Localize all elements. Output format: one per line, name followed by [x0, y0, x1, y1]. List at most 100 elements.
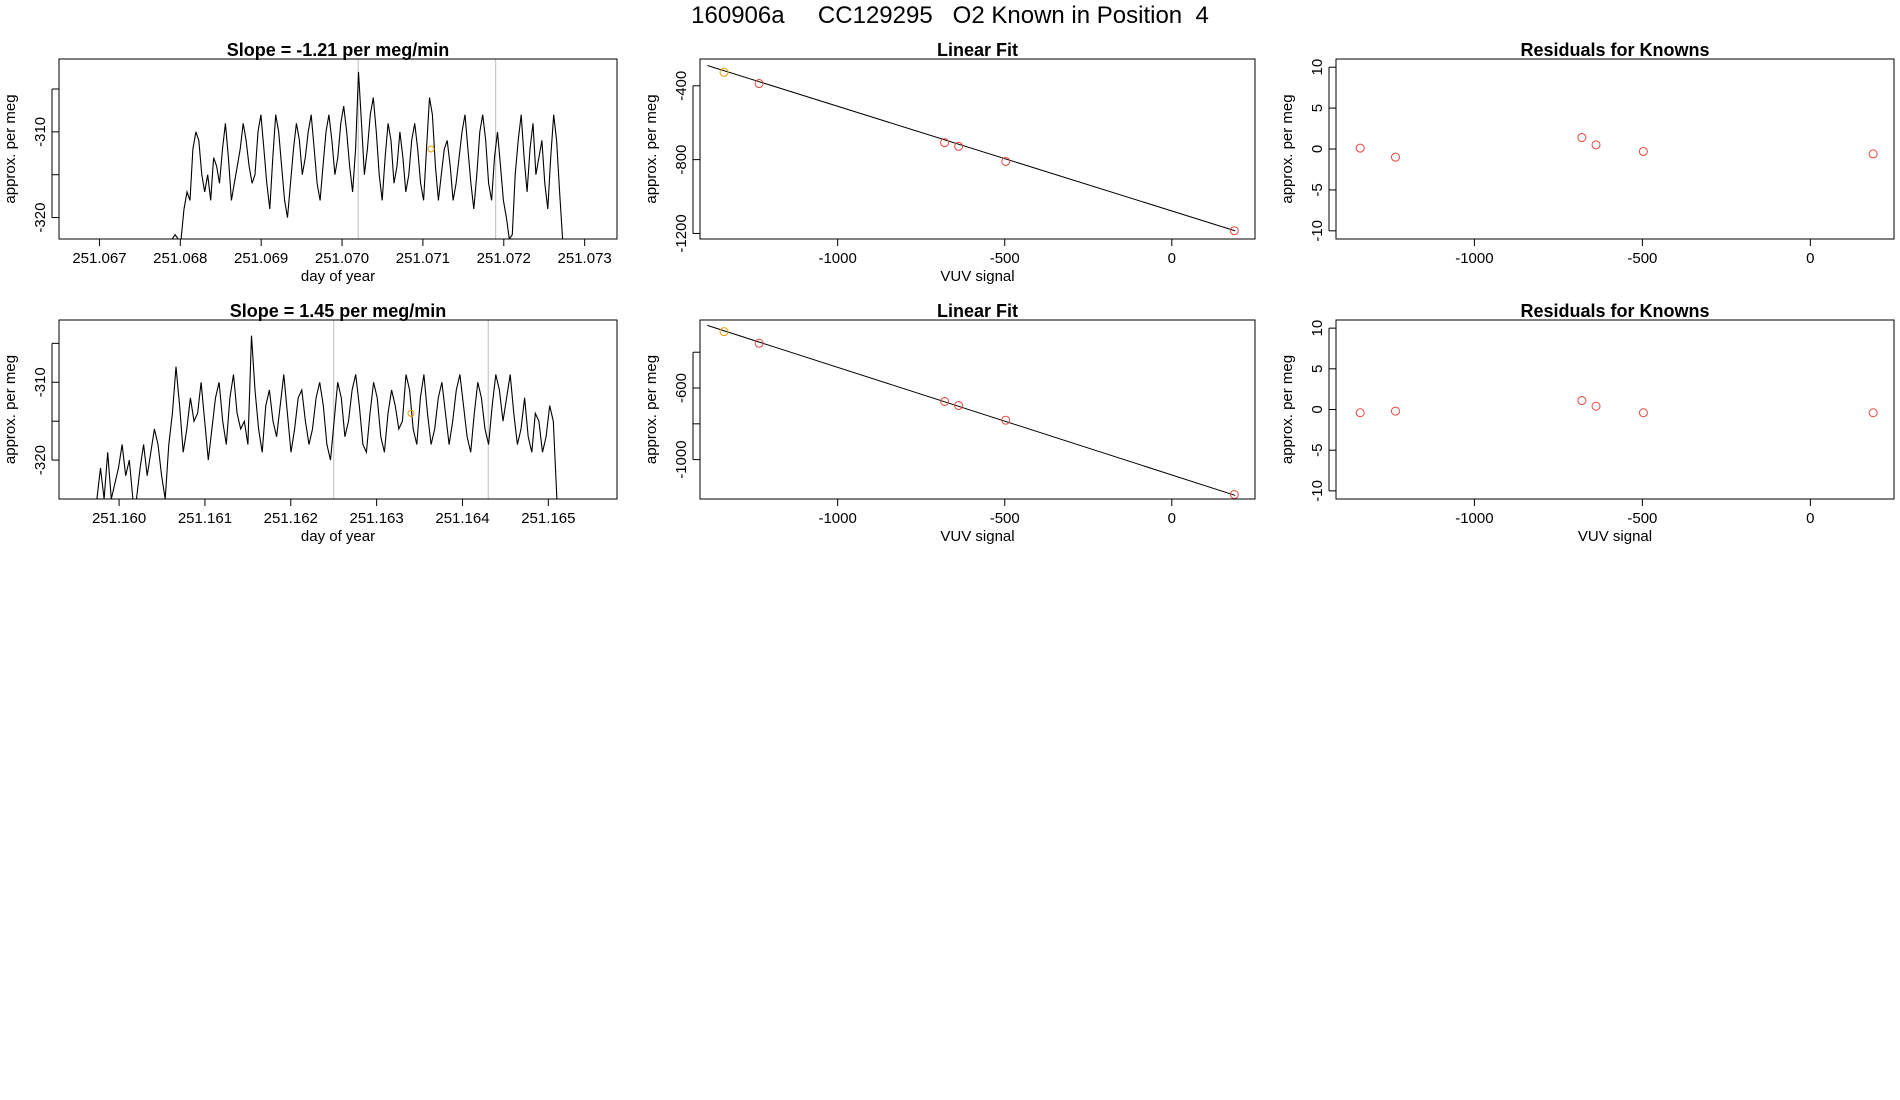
plot-frame	[1335, 319, 1895, 500]
x-tick-label: 251.069	[234, 250, 288, 267]
y-tick-label: -600	[673, 373, 690, 403]
chart-panel-ts2: Slope = 1.45 per meg/min 251.160 251.161 25…	[2, 301, 618, 545]
y-tick-label: -320	[32, 203, 49, 233]
plot-area	[707, 64, 1239, 236]
data-point	[1390, 152, 1400, 162]
x-tick-label: 0	[1806, 510, 1814, 527]
x-tick-label: 251.165	[521, 510, 575, 527]
y-tick-label: -800	[673, 145, 690, 175]
chart-panel-ts1: Slope = -1.21 per meg/min 251.067 251.068 2…	[2, 40, 618, 285]
data-point	[1577, 133, 1587, 143]
chart-panel-res2: Residuals for Knowns -1000 -500 0 VUV signal…	[1279, 301, 1895, 545]
x-axis-label: VUV signal	[940, 268, 1014, 285]
x-axis-label: VUV signal	[1578, 528, 1652, 545]
y-tick-label: 5	[1309, 104, 1326, 112]
data-point	[940, 396, 950, 406]
data-point	[1868, 149, 1878, 159]
plot-area	[93, 320, 558, 499]
y-axis-label: approx. per meg	[643, 355, 660, 464]
data-point	[1355, 143, 1365, 153]
fit-line	[707, 64, 1236, 232]
plot-frame	[58, 319, 618, 500]
x-tick-label: 251.164	[435, 510, 489, 527]
chart-title: Slope = -1.21 per meg/min	[227, 40, 450, 60]
data-point	[1591, 140, 1601, 150]
x-tick-label: -1000	[818, 250, 856, 267]
x-tick-label: 251.067	[72, 250, 126, 267]
data-point	[1577, 396, 1587, 406]
chart-panel-fit2: Linear Fit -1000 -500 0 VUV signal -1000 -600 a…	[643, 301, 1256, 545]
chart-title: Slope = 1.45 per meg/min	[230, 301, 447, 321]
y-tick-label: -400	[673, 71, 690, 101]
y-tick-label: -10	[1309, 220, 1326, 242]
y-tick-label: -1200	[673, 214, 690, 252]
x-tick-label: 251.163	[350, 510, 404, 527]
data-point	[719, 327, 729, 337]
known-marker	[407, 409, 415, 417]
x-tick-label: 251.071	[396, 250, 450, 267]
data-point	[1868, 408, 1878, 418]
x-tick-label: 251.073	[558, 250, 612, 267]
data-point	[754, 338, 764, 348]
x-tick-label: -1000	[1455, 510, 1493, 527]
data-point	[1355, 408, 1365, 418]
y-tick-label: 10	[1309, 320, 1326, 337]
plot-area	[1355, 133, 1878, 162]
y-tick-label: -5	[1309, 183, 1326, 196]
x-tick-label: -1000	[818, 510, 856, 527]
plot-frame	[1335, 58, 1895, 240]
series-line	[93, 335, 558, 499]
data-point	[1001, 415, 1011, 425]
plot-frame	[699, 319, 1256, 500]
y-axis-label: approx. per meg	[2, 355, 19, 464]
known-marker	[427, 145, 435, 153]
plot-area	[171, 59, 569, 239]
plot-area	[707, 324, 1239, 499]
series-line	[171, 71, 569, 239]
x-tick-label: -1000	[1455, 250, 1493, 267]
plot-frame	[58, 58, 618, 240]
y-tick-label: -1000	[673, 440, 690, 478]
x-tick-label: 251.070	[315, 250, 369, 267]
data-point	[954, 141, 964, 151]
x-tick-label: -500	[1627, 250, 1657, 267]
x-tick-label: 251.072	[477, 250, 531, 267]
data-point	[1001, 156, 1011, 166]
y-tick-label: 10	[1309, 59, 1326, 76]
x-tick-label: 251.160	[92, 510, 146, 527]
chart-title: Residuals for Knowns	[1520, 40, 1709, 60]
chart-title: Residuals for Knowns	[1520, 301, 1709, 321]
chart-title: Linear Fit	[937, 301, 1018, 321]
y-tick-label: 5	[1309, 365, 1326, 373]
y-tick-label: -5	[1309, 444, 1326, 457]
y-tick-label: 0	[1309, 405, 1326, 413]
data-point	[1638, 408, 1648, 418]
x-axis-label: day of year	[301, 528, 375, 545]
x-tick-label: -500	[990, 250, 1020, 267]
y-axis-label: approx. per meg	[1279, 355, 1296, 464]
y-axis-label: approx. per meg	[1279, 94, 1296, 203]
x-axis-label: day of year	[301, 268, 375, 285]
x-tick-label: 251.161	[178, 510, 232, 527]
data-point	[1591, 401, 1601, 411]
x-axis-label: VUV signal	[940, 528, 1014, 545]
chart-panel-res1: Residuals for Knowns -1000 -500 0 -10 -5 0 5 10 a…	[1279, 40, 1895, 267]
y-axis-label: approx. per meg	[2, 94, 19, 203]
data-point	[1390, 406, 1400, 416]
y-tick-label: -310	[32, 117, 49, 147]
chart-title: Linear Fit	[937, 40, 1018, 60]
x-tick-label: 0	[1806, 250, 1814, 267]
fit-line	[707, 324, 1236, 496]
x-tick-label: -500	[990, 510, 1020, 527]
chart-panel-fit1: Linear Fit -1000 -500 0 VUV signal -1200 -800 -…	[643, 40, 1256, 285]
y-tick-label: -320	[32, 445, 49, 475]
data-point	[754, 79, 764, 89]
y-tick-label: 0	[1309, 145, 1326, 153]
plot-area	[1355, 396, 1878, 418]
data-point	[940, 138, 950, 148]
page-title: 160906a CC129295 O2 Known in Position 4	[691, 2, 1209, 29]
y-tick-label: -10	[1309, 480, 1326, 502]
data-point	[1229, 226, 1239, 236]
y-axis-label: approx. per meg	[643, 94, 660, 203]
data-point	[954, 401, 964, 411]
